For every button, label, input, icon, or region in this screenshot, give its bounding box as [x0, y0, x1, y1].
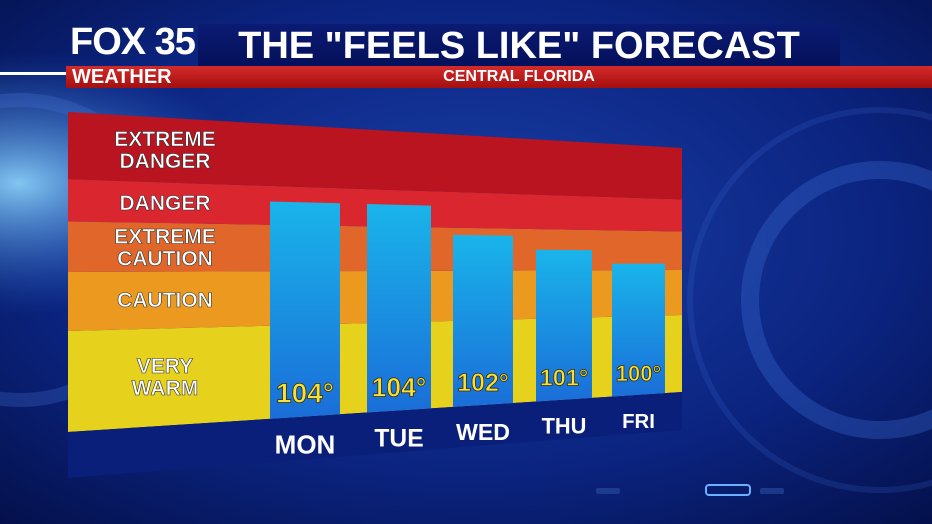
zone-band-4 — [68, 112, 682, 200]
category-label: MON — [275, 430, 336, 460]
title-bar: THE "FEELS LIKE" FORECAST — [198, 24, 840, 67]
zone-label: CAUTION — [117, 247, 213, 270]
station-logo: FOX 35 — [70, 21, 196, 63]
bar-tue — [367, 204, 431, 413]
bar-mon — [270, 201, 340, 419]
value-label: 104° — [276, 378, 334, 409]
value-label: 102° — [457, 369, 509, 397]
zone-label: EXTREME — [114, 128, 216, 151]
zone-label: DANGER — [119, 192, 210, 215]
category-label: WED — [456, 419, 510, 445]
chart-base — [68, 392, 682, 478]
weather-label: WEATHER — [72, 66, 172, 88]
subtitle-bar — [66, 66, 932, 88]
category-label: FRI — [622, 411, 655, 433]
zone-label: DANGER — [119, 150, 210, 173]
bar-thu — [536, 249, 592, 402]
zone-label: CAUTION — [117, 289, 213, 312]
region-subtitle: CENTRAL FLORIDA — [443, 68, 595, 85]
bar-fri — [612, 263, 665, 397]
value-label: 100° — [616, 361, 662, 386]
zone-label: VERY — [137, 355, 193, 378]
category-label: THU — [542, 414, 587, 439]
zone-label: EXTREME — [114, 225, 216, 248]
value-label: 104° — [372, 372, 427, 402]
header-accent-line — [0, 72, 66, 75]
bar-wed — [453, 234, 513, 407]
category-label: TUE — [374, 425, 423, 452]
chart-title: THE "FEELS LIKE" FORECAST — [238, 25, 800, 67]
zone-label: WARM — [132, 377, 199, 400]
value-label: 101° — [540, 365, 589, 391]
